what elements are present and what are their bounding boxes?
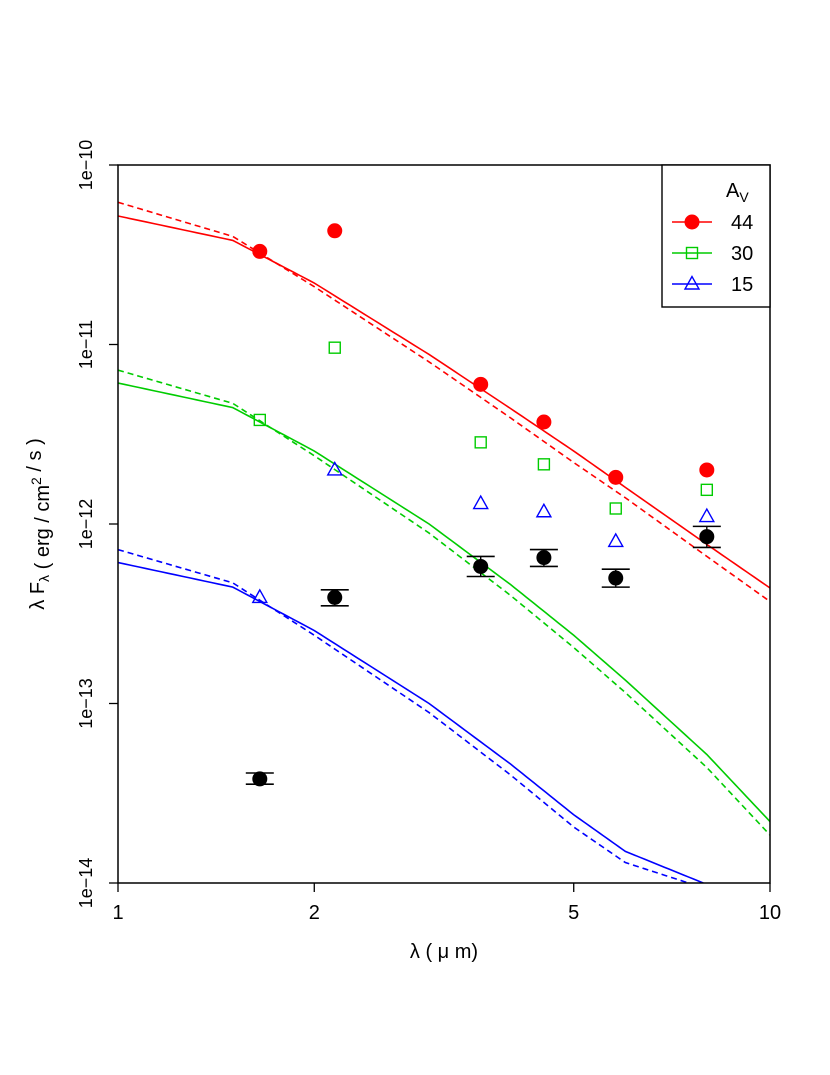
data-point	[609, 502, 622, 515]
y-axis-label-part: / s )	[24, 438, 46, 477]
y-axis-label-part: ( erg / cm	[32, 485, 54, 575]
x-tick-label: 2	[309, 902, 320, 924]
x-tick-label: 1	[112, 902, 123, 924]
data-point	[700, 483, 714, 497]
y-tick-label: 1e−11	[76, 320, 96, 369]
model-curve-3	[118, 369, 770, 836]
x-axis: 1 2 5 10	[112, 883, 781, 924]
data-point	[327, 589, 343, 605]
x-tick-label: 10	[759, 902, 781, 924]
data-point	[608, 570, 624, 586]
model-curve-2	[118, 382, 770, 823]
data-points	[245, 223, 721, 787]
data-point	[699, 529, 715, 545]
legend-marker	[684, 214, 700, 230]
legend-label: 30	[731, 243, 753, 265]
data-point	[535, 502, 553, 518]
data-point	[474, 436, 487, 449]
data-point	[472, 494, 489, 510]
legend: AV 44 30 15	[661, 164, 771, 308]
model-curve-5	[118, 548, 689, 883]
data-point	[327, 223, 343, 239]
data-point	[608, 469, 624, 485]
legend-marker	[683, 275, 701, 290]
data-point	[607, 532, 624, 548]
y-axis-label-text: λ Fλ ( erg / cm2 / s )	[24, 438, 54, 609]
data-point	[326, 461, 343, 476]
legend-title: AV	[726, 180, 749, 205]
data-point	[253, 413, 266, 427]
y-tick-label: 1e−13	[76, 678, 96, 729]
data-point	[473, 558, 489, 574]
data-point	[536, 414, 552, 430]
data-point	[698, 507, 716, 523]
y-axis-label-part: 2	[28, 477, 44, 485]
series-15	[251, 461, 716, 604]
series-30	[253, 341, 714, 515]
model-curve-4	[118, 561, 704, 883]
legend-box	[661, 164, 771, 308]
data-point	[536, 550, 552, 566]
data-point	[699, 462, 715, 478]
y-axis-label-part: λ F	[27, 582, 49, 610]
legend-marker	[685, 246, 699, 260]
data-point	[252, 771, 268, 787]
data-point	[473, 376, 489, 392]
y-axis-label-part: λ	[36, 575, 52, 582]
legend-label: 44	[731, 212, 753, 234]
series-44	[252, 223, 715, 485]
y-tick-label: 1e−12	[76, 499, 96, 550]
y-axis: 1e−14 1e−13 1e−12 1e−11 1e−10	[76, 140, 118, 909]
y-axis-label: λ Fλ ( erg / cm2 / s )	[24, 438, 54, 609]
x-axis-label: λ ( μ m)	[410, 941, 478, 963]
data-point	[252, 243, 268, 259]
x-tick-label: 5	[568, 902, 579, 924]
data-point	[328, 341, 341, 354]
data-point	[537, 458, 551, 471]
y-tick-label: 1e−14	[76, 858, 96, 909]
legend-label: 15	[731, 274, 753, 296]
data-point	[251, 588, 268, 604]
series-observed	[245, 525, 721, 787]
y-tick-label: 1e−10	[76, 140, 96, 191]
